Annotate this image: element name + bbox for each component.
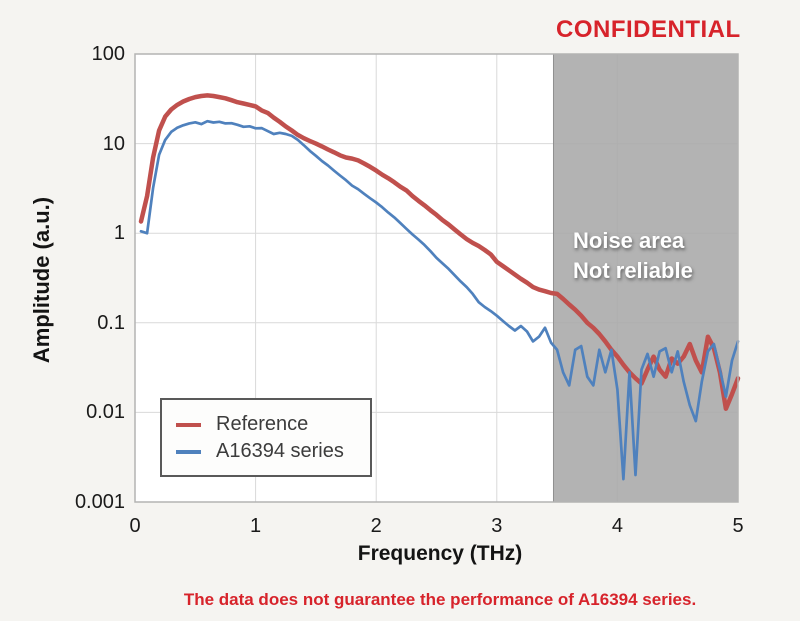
plot-border (134, 53, 739, 503)
y-tick-label: 0.01 (86, 401, 125, 424)
y-axis-title: Amplitude (a.u.) (29, 196, 54, 364)
noise-area-region (552, 53, 739, 503)
reference-line-swatch (176, 422, 201, 427)
x-tick-label: 0 (129, 515, 141, 537)
x-tick-label: 5 (732, 515, 744, 537)
noise-area-label: Noise area Not reliable (573, 226, 693, 286)
confidential-watermark: CONFIDENTIAL (556, 16, 741, 43)
y-tick-label: 10 (102, 132, 125, 155)
noise-area-label-line1: Noise area (573, 228, 685, 253)
legend-label-reference: Reference (216, 413, 309, 435)
x-axis-title: Frequency (THz) (357, 542, 523, 565)
x-tick-label: 4 (611, 515, 623, 537)
x-tick-label: 2 (370, 515, 382, 537)
y-tick-label: 100 (91, 43, 125, 65)
series-line-reference (138, 93, 741, 411)
disclaimer-caption: The data does not guarantee the performa… (183, 590, 697, 609)
a16394-line-swatch (176, 449, 201, 454)
y-tick-label: 0.001 (74, 491, 125, 513)
series-line-a16394 (139, 119, 740, 481)
legend-item-reference: Reference (176, 411, 370, 438)
noise-area-label-line2: Not reliable (573, 258, 693, 283)
x-tick-label: 1 (250, 515, 262, 537)
x-tick-label: 3 (491, 515, 503, 537)
chart-legend: Reference A16394 series (160, 398, 372, 477)
y-tick-label: 1 (113, 222, 125, 245)
legend-label-a16394: A16394 series (216, 440, 344, 462)
legend-item-a16394: A16394 series (176, 438, 370, 465)
y-tick-label: 0.1 (97, 311, 125, 334)
